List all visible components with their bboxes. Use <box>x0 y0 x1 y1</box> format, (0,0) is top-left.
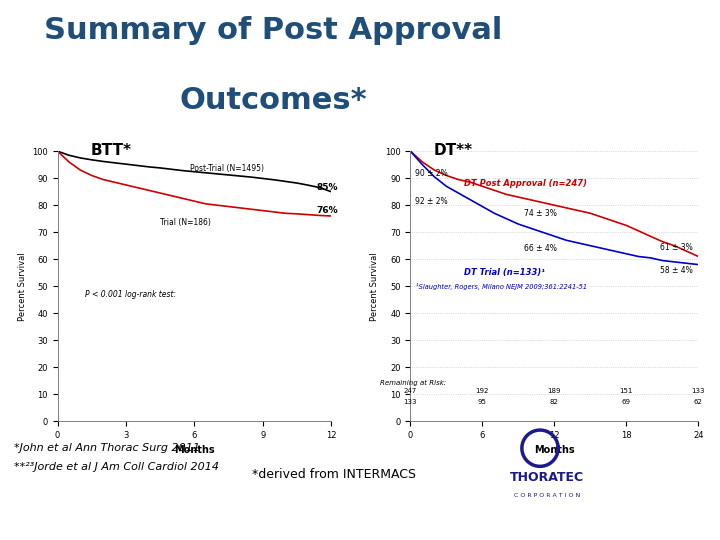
Text: 69: 69 <box>622 399 631 404</box>
Text: 95: 95 <box>478 399 487 404</box>
Text: BTT*: BTT* <box>91 143 132 158</box>
Text: Outcomes*: Outcomes* <box>180 86 367 116</box>
Text: 90 ± 2%: 90 ± 2% <box>415 168 448 178</box>
Text: DT**: DT** <box>434 143 473 158</box>
Text: Post-Trial (N=1495): Post-Trial (N=1495) <box>190 165 264 173</box>
Text: 82: 82 <box>550 399 559 404</box>
Text: **²³Jorde et al J Am Coll Cardiol 2014: **²³Jorde et al J Am Coll Cardiol 2014 <box>14 462 220 472</box>
Text: 76%: 76% <box>316 206 338 215</box>
Text: DT Post Approval (n=247): DT Post Approval (n=247) <box>464 179 588 188</box>
Text: C O R P O R A T I O N: C O R P O R A T I O N <box>514 493 580 498</box>
Text: 62: 62 <box>694 399 703 404</box>
Text: *John et al Ann Thorac Surg 2011: *John et al Ann Thorac Surg 2011 <box>14 443 200 453</box>
Text: 247: 247 <box>404 388 417 394</box>
Text: Remaining at Risk:: Remaining at Risk: <box>380 380 446 386</box>
Text: Trial (N=186): Trial (N=186) <box>160 219 211 227</box>
X-axis label: Months: Months <box>174 446 215 455</box>
Text: ¹Slaughter, Rogers, Milano NEJM 2009;361:2241-51: ¹Slaughter, Rogers, Milano NEJM 2009;361… <box>416 283 588 290</box>
Text: P < 0.001 log-rank test:: P < 0.001 log-rank test: <box>85 290 176 299</box>
Text: 189: 189 <box>548 388 561 394</box>
Text: 85%: 85% <box>316 184 338 192</box>
Text: 133: 133 <box>404 399 417 404</box>
Text: *derived from INTERMACS: *derived from INTERMACS <box>252 468 416 481</box>
X-axis label: Months: Months <box>534 446 575 455</box>
Text: DT Trial (n=133)¹: DT Trial (n=133)¹ <box>464 268 545 278</box>
Y-axis label: Percent Survival: Percent Survival <box>17 252 27 321</box>
Text: 192: 192 <box>476 388 489 394</box>
Text: 151: 151 <box>620 388 633 394</box>
Text: 66 ± 4%: 66 ± 4% <box>524 244 557 253</box>
Text: 133: 133 <box>692 388 705 394</box>
Text: 74 ± 3%: 74 ± 3% <box>524 209 557 218</box>
Text: THORATEC: THORATEC <box>510 470 584 484</box>
Text: 58 ± 4%: 58 ± 4% <box>660 266 693 275</box>
Text: 61 ± 3%: 61 ± 3% <box>660 243 693 252</box>
Text: 92 ± 2%: 92 ± 2% <box>415 197 448 206</box>
Y-axis label: Percent Survival: Percent Survival <box>370 252 379 321</box>
Text: Summary of Post Approval: Summary of Post Approval <box>45 16 503 45</box>
